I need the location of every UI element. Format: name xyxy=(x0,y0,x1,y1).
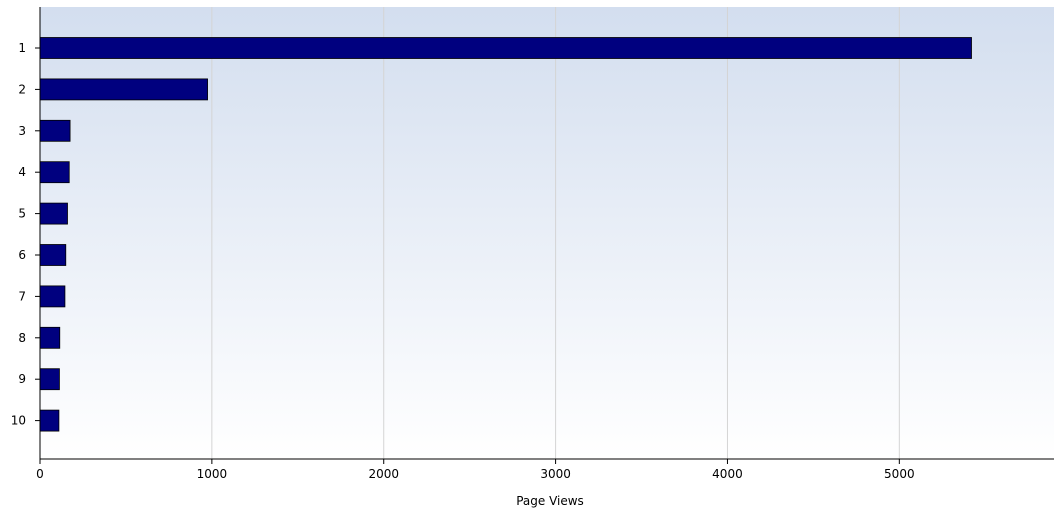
bar-1 xyxy=(39,37,972,59)
y-tick-label-1: 1 xyxy=(18,41,26,55)
y-tick-label-7: 7 xyxy=(18,289,26,303)
bar-4 xyxy=(39,161,70,184)
bar-6 xyxy=(39,244,67,266)
y-tick-label-9: 9 xyxy=(18,372,26,386)
y-tick-label-10: 10 xyxy=(11,414,26,428)
x-axis-title: Page Views xyxy=(516,494,584,508)
y-tick-label-2: 2 xyxy=(18,82,26,96)
x-tick-label-3000: 3000 xyxy=(540,467,571,481)
bar-10 xyxy=(39,409,60,432)
bar-2 xyxy=(39,78,208,101)
plot-background xyxy=(40,7,1054,459)
bar-5 xyxy=(39,202,68,225)
x-tick-label-4000: 4000 xyxy=(712,467,743,481)
y-tick-label-5: 5 xyxy=(18,207,26,221)
x-tick-label-1000: 1000 xyxy=(197,467,228,481)
y-tick-label-8: 8 xyxy=(18,331,26,345)
y-tick-labels: 1 2 3 4 5 6 7 8 9 10 xyxy=(11,41,40,428)
bar-9 xyxy=(39,368,60,391)
y-tick-label-3: 3 xyxy=(18,124,26,138)
y-tick-label-6: 6 xyxy=(18,248,26,262)
x-tick-label-0: 0 xyxy=(36,467,44,481)
gridlines xyxy=(211,7,900,459)
x-tick-labels: 0 1000 2000 3000 4000 5000 xyxy=(36,459,915,481)
y-tick-label-4: 4 xyxy=(18,165,26,179)
bars xyxy=(39,37,972,432)
bar-7 xyxy=(39,285,66,308)
x-tick-label-2000: 2000 xyxy=(368,467,399,481)
bar-3 xyxy=(39,119,71,142)
x-tick-label-5000: 5000 xyxy=(884,467,915,481)
bar-8 xyxy=(39,326,61,349)
